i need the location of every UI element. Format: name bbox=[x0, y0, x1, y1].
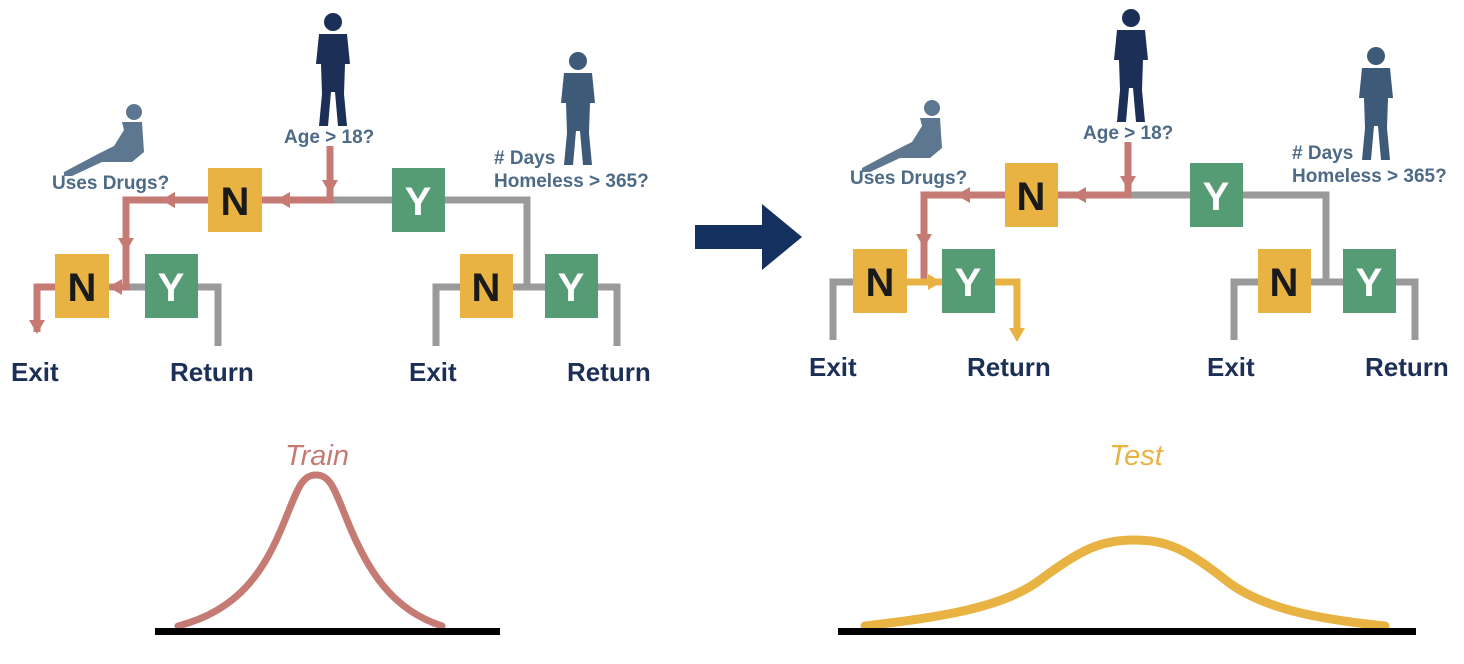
person-standing-icon bbox=[1359, 47, 1393, 160]
svg-text:Y: Y bbox=[955, 261, 982, 305]
leaf-return: Return bbox=[567, 357, 651, 387]
leaf-exit: Exit bbox=[11, 357, 59, 387]
decision-box-no: N bbox=[208, 168, 262, 232]
decision-box-no: N bbox=[1005, 163, 1058, 227]
person-standing-icon bbox=[1114, 9, 1148, 122]
decision-box-no: N bbox=[853, 249, 907, 313]
svg-text:N: N bbox=[472, 266, 501, 310]
svg-text:Y: Y bbox=[405, 180, 432, 224]
svg-text:N: N bbox=[221, 180, 250, 224]
decision-box-no: N bbox=[55, 254, 109, 318]
leaf-return: Return bbox=[170, 357, 254, 387]
decision-box-yes: Y bbox=[145, 254, 198, 318]
right-question-line1: # Days bbox=[1292, 143, 1353, 164]
leaf-return: Return bbox=[1365, 352, 1449, 382]
svg-text:N: N bbox=[1270, 261, 1299, 305]
left-question: Uses Drugs? bbox=[52, 173, 169, 194]
root-question: Age > 18? bbox=[1083, 123, 1173, 144]
test-label: Test bbox=[1109, 440, 1165, 472]
decision-box-yes: Y bbox=[1190, 163, 1243, 227]
left-question: Uses Drugs? bbox=[850, 168, 967, 189]
leaf-exit: Exit bbox=[1207, 352, 1255, 382]
svg-text:N: N bbox=[68, 266, 97, 310]
svg-text:Y: Y bbox=[558, 266, 585, 310]
svg-text:Y: Y bbox=[158, 266, 185, 310]
decision-box-yes: Y bbox=[392, 168, 445, 232]
decision-box-yes: Y bbox=[1343, 249, 1396, 313]
leaf-exit: Exit bbox=[809, 352, 857, 382]
test-tree: N Y N Y N Y Age > 18? Uses Drugs? # Days… bbox=[809, 9, 1449, 382]
person-sitting-icon bbox=[862, 100, 942, 172]
train-label: Train bbox=[285, 440, 349, 472]
arrow-right-icon bbox=[695, 204, 802, 270]
right-question-line2: Homeless > 365? bbox=[1292, 166, 1447, 187]
path-arrowheads bbox=[916, 176, 1136, 342]
decision-box-no: N bbox=[1258, 249, 1311, 313]
svg-text:N: N bbox=[1017, 175, 1046, 219]
leaf-return: Return bbox=[967, 352, 1051, 382]
test-distribution: Test bbox=[838, 440, 1416, 635]
person-sitting-icon bbox=[64, 104, 144, 176]
test-curve bbox=[860, 535, 1390, 631]
svg-text:N: N bbox=[866, 261, 895, 305]
person-standing-icon bbox=[316, 13, 350, 126]
leaf-exit: Exit bbox=[409, 357, 457, 387]
root-question: Age > 18? bbox=[284, 127, 374, 148]
right-question-line1: # Days bbox=[494, 148, 555, 169]
train-curve bbox=[174, 471, 446, 630]
train-tree: N Y N Y N Y Age > 18? Uses Drugs? # Days… bbox=[11, 13, 651, 387]
train-baseline bbox=[155, 628, 500, 635]
svg-text:Y: Y bbox=[1356, 261, 1383, 305]
path-arrowheads bbox=[29, 180, 338, 334]
decision-box-yes: Y bbox=[942, 249, 995, 313]
decision-box-yes: Y bbox=[545, 254, 598, 318]
right-question-line2: Homeless > 365? bbox=[494, 171, 649, 192]
train-distribution: Train bbox=[155, 440, 500, 635]
decision-box-no: N bbox=[460, 254, 513, 318]
test-baseline bbox=[838, 628, 1416, 635]
person-standing-icon bbox=[561, 52, 595, 165]
svg-text:Y: Y bbox=[1203, 175, 1230, 219]
